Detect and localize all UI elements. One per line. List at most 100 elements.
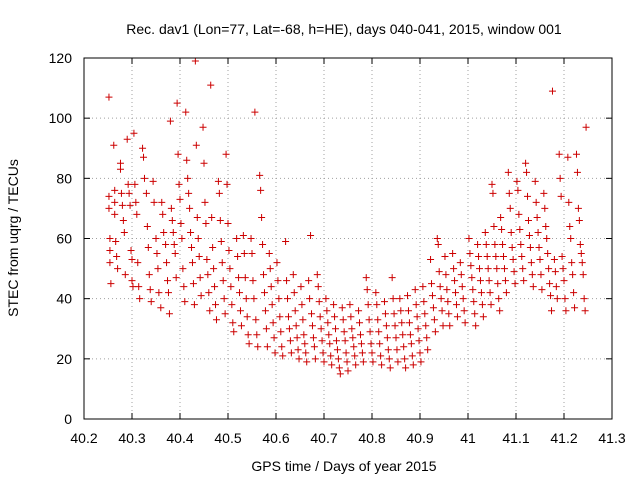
data-point xyxy=(500,265,508,273)
data-point xyxy=(302,349,310,357)
x-tick-label: 40.9 xyxy=(406,430,433,446)
data-point xyxy=(551,268,559,276)
data-point xyxy=(557,192,565,200)
data-point xyxy=(256,171,264,179)
data-point xyxy=(325,331,333,339)
data-point xyxy=(356,319,364,327)
data-point xyxy=(411,286,419,294)
data-point xyxy=(457,271,465,279)
data-point xyxy=(339,316,347,324)
data-point xyxy=(527,259,535,267)
data-point xyxy=(247,235,255,242)
data-point xyxy=(307,231,315,239)
data-point xyxy=(451,277,459,285)
data-point xyxy=(356,331,364,339)
data-point xyxy=(388,274,396,282)
data-point xyxy=(550,256,558,264)
data-point xyxy=(453,313,461,321)
data-point xyxy=(202,219,210,227)
data-point xyxy=(543,235,551,242)
data-point xyxy=(566,222,574,230)
data-point xyxy=(239,231,247,239)
data-point xyxy=(376,340,384,348)
data-point xyxy=(105,93,113,101)
data-point xyxy=(517,241,525,249)
data-point xyxy=(249,277,257,285)
data-point xyxy=(398,319,406,327)
data-point xyxy=(125,189,133,197)
data-point xyxy=(362,274,370,282)
data-point xyxy=(319,349,327,357)
data-point xyxy=(373,301,381,309)
data-point xyxy=(476,277,484,285)
data-point xyxy=(183,156,191,164)
data-point xyxy=(216,216,224,224)
data-point xyxy=(516,225,524,233)
y-tick-label: 0 xyxy=(64,411,72,427)
data-point xyxy=(189,280,197,288)
data-point xyxy=(332,337,340,345)
data-point xyxy=(193,213,201,221)
data-point xyxy=(348,325,356,333)
data-point xyxy=(470,298,478,306)
data-point xyxy=(215,189,223,197)
data-point xyxy=(504,168,512,176)
data-point xyxy=(111,198,119,206)
x-tick-label: 40.8 xyxy=(358,430,385,446)
data-point xyxy=(471,310,479,318)
data-point xyxy=(424,346,432,354)
data-point xyxy=(532,198,540,206)
data-point xyxy=(301,340,309,348)
data-point xyxy=(351,352,359,360)
data-point xyxy=(465,235,473,242)
data-point xyxy=(185,189,193,197)
y-axis-ticks: 0 20 40 60 80 100 120 xyxy=(49,50,612,427)
data-point xyxy=(116,165,124,173)
data-point xyxy=(205,289,213,297)
data-point xyxy=(364,301,372,309)
data-point xyxy=(177,219,185,227)
data-point xyxy=(369,358,377,366)
data-point xyxy=(497,213,505,221)
data-point xyxy=(335,364,343,372)
data-point xyxy=(268,301,276,309)
data-point xyxy=(405,319,413,327)
data-point xyxy=(217,238,225,246)
data-point xyxy=(251,108,259,116)
data-point xyxy=(130,129,138,137)
data-point xyxy=(365,316,373,324)
data-point xyxy=(428,292,436,300)
data-point xyxy=(386,364,394,372)
data-point xyxy=(514,186,522,194)
data-point xyxy=(294,346,302,354)
data-point xyxy=(186,204,194,212)
x-tick-label: 40.2 xyxy=(70,430,97,446)
data-point xyxy=(257,186,265,194)
data-point xyxy=(235,274,243,282)
data-point xyxy=(332,325,340,333)
data-point xyxy=(197,292,205,300)
data-point xyxy=(524,192,532,200)
data-point xyxy=(207,81,215,89)
data-point xyxy=(479,313,487,321)
data-point xyxy=(199,123,207,131)
data-point xyxy=(347,313,355,321)
data-point xyxy=(341,337,349,345)
data-point xyxy=(476,265,484,273)
data-point xyxy=(287,349,295,357)
data-point xyxy=(533,213,541,221)
data-point xyxy=(242,295,250,303)
data-point xyxy=(444,298,452,306)
data-point xyxy=(127,247,135,255)
data-point xyxy=(176,195,184,203)
data-point xyxy=(188,244,196,252)
data-point xyxy=(181,298,189,306)
data-point xyxy=(147,298,155,306)
data-point xyxy=(204,271,212,279)
data-point xyxy=(367,340,375,348)
data-point xyxy=(140,153,148,161)
data-point xyxy=(276,313,284,321)
data-point xyxy=(116,159,124,167)
chart-title: Rec. dav1 (Lon=77, Lat=-68, h=HE), days … xyxy=(126,21,562,37)
data-point xyxy=(483,253,491,261)
